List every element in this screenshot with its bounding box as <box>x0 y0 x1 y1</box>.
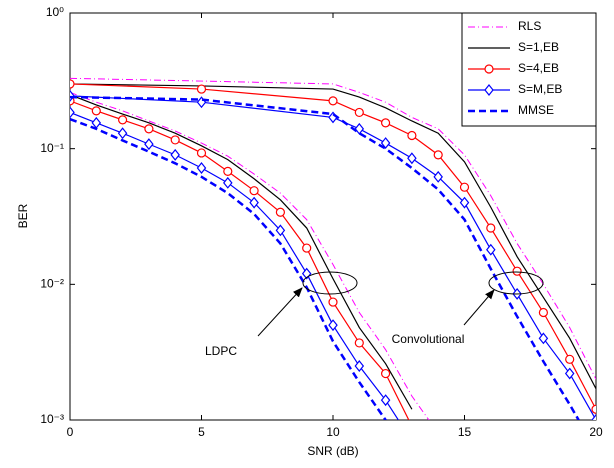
series-line <box>70 100 410 420</box>
marker <box>328 319 338 332</box>
legend-label: MMSE <box>518 103 554 117</box>
marker <box>459 196 470 209</box>
marker <box>196 162 207 174</box>
marker <box>512 266 522 276</box>
series-line <box>70 117 388 420</box>
annotation-text: Convolutional <box>392 332 465 346</box>
marker <box>407 130 417 141</box>
x-tick-label: 20 <box>589 425 603 439</box>
marker <box>117 115 128 125</box>
marker <box>407 152 417 165</box>
marker <box>433 170 443 183</box>
series-line <box>70 83 596 390</box>
legend-label: RLS <box>518 19 541 33</box>
marker <box>591 404 596 414</box>
marker <box>117 127 128 140</box>
annotation-arrow <box>463 289 495 326</box>
marker <box>249 196 259 209</box>
legend: RLS S=1,EB S=4,EB S=M,EB MMSE <box>461 12 597 127</box>
legend-label: S=1,EB <box>518 40 559 54</box>
annotations: LDPC Convolutional <box>205 271 544 358</box>
marker <box>486 223 496 233</box>
marker <box>249 186 259 196</box>
marker <box>486 243 496 256</box>
marker <box>70 89 75 102</box>
marker <box>380 394 391 407</box>
marker <box>328 96 338 106</box>
marker <box>564 367 575 380</box>
marker <box>591 414 596 420</box>
y-axis-label: BER <box>16 203 30 228</box>
marker <box>196 84 207 94</box>
marker <box>354 107 364 118</box>
marker <box>459 182 470 192</box>
series-line <box>70 111 400 420</box>
marker <box>170 135 180 145</box>
legend-marker <box>484 84 494 96</box>
annotation-ellipse <box>302 271 358 295</box>
annotation-ellipse <box>488 271 544 295</box>
marker <box>144 124 154 134</box>
annotation-text: LDPC <box>205 344 237 358</box>
y-tick-label: 10⁰ <box>46 5 64 19</box>
series-line <box>70 77 596 380</box>
series-line <box>70 94 413 410</box>
marker <box>354 122 365 135</box>
legend-box <box>461 12 597 127</box>
series-line <box>70 95 581 420</box>
y-tick-label: 10⁻³ <box>40 412 64 426</box>
x-tick-label: 15 <box>458 425 472 439</box>
marker <box>381 368 391 379</box>
marker <box>381 118 391 128</box>
marker <box>354 360 365 372</box>
marker <box>70 106 75 119</box>
marker <box>538 307 549 318</box>
annotation-arrow <box>257 287 303 337</box>
marker <box>70 79 75 89</box>
marker <box>275 207 285 217</box>
y-tick-label: 10⁻² <box>40 277 64 291</box>
marker <box>565 354 575 364</box>
marker <box>380 137 391 150</box>
marker <box>538 332 549 345</box>
legend-label: S=M,EB <box>518 82 562 96</box>
marker <box>144 138 154 151</box>
x-tick-label: 0 <box>67 425 74 439</box>
x-tick-label: 10 <box>326 425 340 439</box>
series-line <box>70 91 430 420</box>
legend-label: S=4,EB <box>518 61 559 75</box>
x-axis-label: SNR (dB) <box>307 444 358 458</box>
marker <box>275 224 286 237</box>
marker <box>196 148 207 158</box>
marker <box>328 297 338 307</box>
legend-marker <box>484 64 494 74</box>
x-tick-label: 5 <box>198 425 205 439</box>
marker <box>302 243 312 253</box>
y-tick-label: 10⁻¹ <box>40 141 64 155</box>
marker <box>91 106 101 116</box>
marker <box>354 338 364 348</box>
plot-area <box>70 77 596 420</box>
marker <box>223 176 233 189</box>
marker <box>170 148 180 161</box>
marker <box>223 166 233 176</box>
marker <box>433 150 443 160</box>
